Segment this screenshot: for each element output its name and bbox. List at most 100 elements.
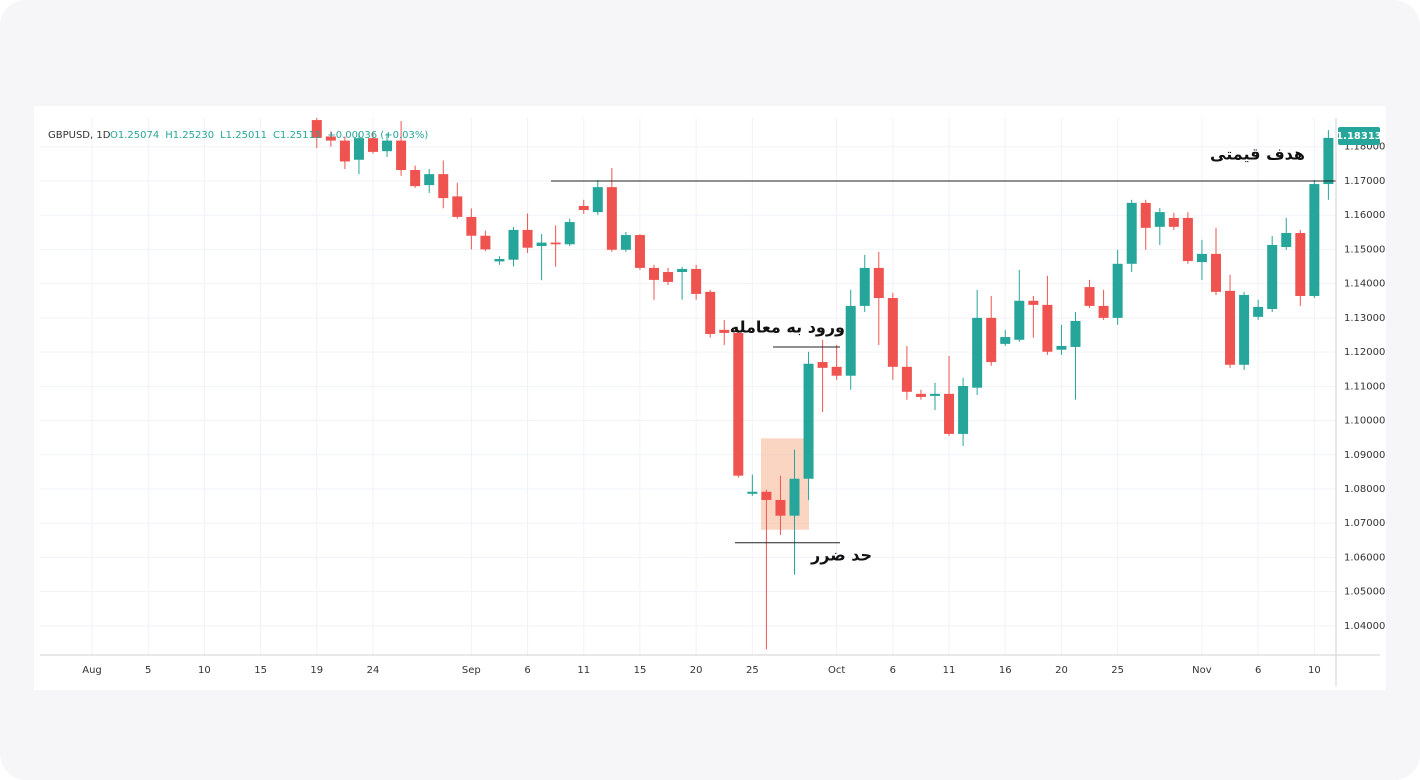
candle-body (1168, 217, 1179, 227)
y-tick-label: 1.11000 (1344, 381, 1385, 392)
candle-body (353, 138, 364, 160)
candle-body (396, 140, 407, 171)
header-value: O1.25074 (110, 130, 159, 141)
candle-body (1056, 345, 1067, 350)
annotation-text: ورود به معامله (730, 318, 845, 337)
candle-body (480, 235, 491, 250)
x-tick-label: 20 (1055, 665, 1068, 676)
plot-area (311, 118, 1334, 650)
candle-body (1154, 212, 1165, 227)
candle-body (803, 363, 814, 479)
symbol: GBPUSD, 1D (48, 130, 111, 141)
candle-body (873, 267, 884, 299)
candle-body (958, 385, 969, 434)
x-tick-label: 6 (890, 665, 896, 676)
candle-body (775, 499, 786, 516)
candle-body (311, 120, 322, 138)
candle-body (1295, 232, 1306, 296)
candle-body (339, 140, 350, 162)
y-tick-label: 1.06000 (1344, 552, 1385, 563)
candle-body (536, 242, 547, 247)
x-tick-label: 6 (524, 665, 530, 676)
chart-panel (34, 106, 1386, 690)
candle-body (325, 136, 336, 141)
candle-body (705, 291, 716, 334)
candle-body (944, 393, 955, 434)
highlight-box (761, 438, 809, 530)
candle-body (438, 174, 449, 199)
candle-body (1239, 294, 1250, 365)
x-tick-label: 11 (577, 665, 590, 676)
candle-body (677, 268, 688, 273)
y-tick-label: 1.07000 (1344, 518, 1385, 529)
candle-body (1112, 263, 1123, 318)
x-tick-label: 11 (943, 665, 956, 676)
candle-body (649, 267, 659, 280)
x-tick-label: 10 (198, 665, 211, 676)
candle-body (986, 317, 997, 363)
x-tick-label: Sep (462, 665, 481, 676)
x-tick-label: Nov (1192, 665, 1212, 676)
candle-body (564, 222, 575, 245)
y-tick-label: 1.12000 (1344, 347, 1385, 358)
candle-body (663, 272, 674, 282)
x-tick-label: 10 (1308, 665, 1321, 676)
header-value: L1.25011 (220, 130, 267, 141)
candle-body (1281, 232, 1292, 248)
candle-body (1126, 202, 1137, 264)
y-tick-label: 1.10000 (1344, 416, 1385, 427)
candle-body (789, 478, 800, 516)
x-tick-label: 16 (999, 665, 1012, 676)
x-tick-label: Aug (82, 665, 102, 676)
candle-body (831, 366, 842, 376)
candle-body (733, 332, 744, 476)
candle-body (1309, 184, 1320, 296)
candle-body (1140, 202, 1151, 228)
candle-body (620, 235, 631, 250)
candle-body (930, 393, 940, 396)
x-tick-label: Oct (828, 665, 845, 676)
candle-body (887, 298, 898, 367)
y-tick-label: 1.09000 (1344, 450, 1385, 461)
candle-body (382, 140, 393, 152)
y-tick-label: 1.04000 (1344, 621, 1385, 632)
last-price-tag (1338, 127, 1380, 146)
candle-body (1028, 300, 1039, 305)
candle-body (424, 174, 435, 186)
candle-body (1267, 244, 1278, 309)
candle-body (859, 267, 870, 306)
y-tick-label: 1.08000 (1344, 484, 1385, 495)
candle-body (1225, 290, 1236, 365)
candle-body (1014, 300, 1025, 340)
candle-body (494, 259, 505, 262)
candle-body (691, 268, 702, 294)
y-tick-label: 1.05000 (1344, 587, 1385, 598)
y-tick-label: 1.14000 (1344, 279, 1385, 290)
x-tick-label: 5 (145, 665, 151, 676)
candle-body (817, 362, 828, 368)
header-value: +0.00036 (+0.03%) (327, 130, 428, 141)
candle-body (1084, 287, 1095, 306)
y-tick-label: 1.17000 (1344, 176, 1385, 187)
x-tick-label: 24 (367, 665, 380, 676)
candle-body (1196, 253, 1207, 263)
y-tick-label: 1.13000 (1344, 313, 1385, 324)
candle-body (452, 196, 463, 217)
candle-body (410, 170, 421, 187)
header-value: H1.25230 (165, 130, 214, 141)
annotations: هدف قیمتی ورود به معامله حد ضرر (551, 145, 1336, 565)
candle-body (578, 205, 589, 211)
x-tick-label: 6 (1255, 665, 1261, 676)
candle-body (1042, 304, 1053, 352)
candle-body (1211, 253, 1221, 292)
candle-body (747, 491, 758, 494)
x-tick-label: 19 (310, 665, 323, 676)
y-tick-label: 1.15000 (1344, 244, 1385, 255)
candle-body (550, 242, 561, 245)
grid (40, 118, 1336, 655)
annotation-text: هدف قیمتی (1210, 145, 1305, 164)
candle-body (915, 393, 926, 397)
candle-body (592, 187, 603, 213)
candle-body (634, 235, 645, 268)
